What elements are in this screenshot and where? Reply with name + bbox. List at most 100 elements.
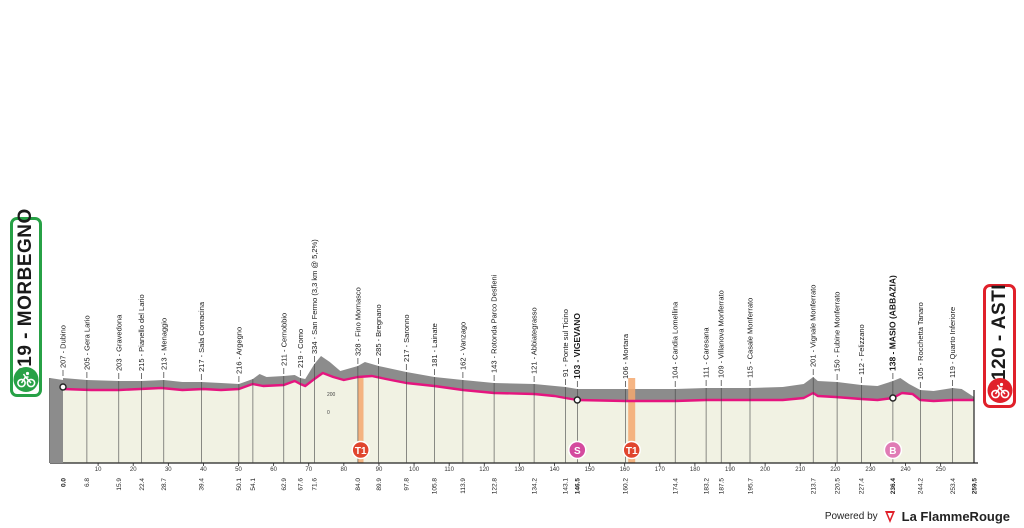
waypoint-label: 112 - Felizzano bbox=[857, 324, 866, 375]
profile-fill bbox=[63, 373, 974, 463]
waypoint-label: 115 - Casale Monferrato bbox=[746, 298, 755, 378]
x-tick-label: 40 bbox=[200, 467, 207, 473]
x-tick-label: 160 bbox=[620, 467, 631, 473]
intermediate-sprint-marker-circle bbox=[568, 440, 587, 460]
x-tick-label: 60 bbox=[270, 467, 277, 473]
waypoint-km-label: 6.8 bbox=[84, 478, 91, 487]
waypoint-km-label: 71.6 bbox=[312, 478, 319, 491]
waypoint-km-label: 220.5 bbox=[834, 478, 841, 495]
waypoint-label: 201 - Vignale Monferrato bbox=[809, 285, 818, 367]
waypoint-label: 91 - Ponte sul Ticino bbox=[561, 309, 570, 377]
sprint-zone bbox=[628, 378, 636, 463]
waypoint-km-label: 89.9 bbox=[376, 478, 383, 491]
vigevano-dot bbox=[573, 396, 581, 404]
waypoint-label: 215 - Pianello del Lario bbox=[137, 294, 146, 371]
waypoint-km-label: 143.1 bbox=[563, 478, 570, 495]
waypoint-km-label: 227.4 bbox=[859, 478, 866, 495]
x-tick-label: 210 bbox=[795, 467, 806, 473]
waypoint-km-label: 187.5 bbox=[719, 478, 726, 495]
waypoint-label: 334 - San Fermo (3,3 km @ 5,2%) bbox=[310, 239, 319, 354]
start-dot bbox=[59, 383, 67, 391]
powered-by-label: Powered by bbox=[824, 511, 878, 522]
waypoint-label: 162 - Vanzago bbox=[458, 322, 467, 370]
x-tick-label: 30 bbox=[165, 467, 172, 473]
waypoint-label: 285 - Bregnano bbox=[374, 304, 383, 356]
start-side-wall bbox=[50, 378, 63, 463]
waypoint-label: 105 - Rocchetta Tanaro bbox=[916, 302, 925, 380]
waypoint-km-label: 113.9 bbox=[460, 478, 467, 494]
waypoint-km-label: 50.1 bbox=[236, 478, 243, 491]
waypoint-km-label: 146.5 bbox=[575, 478, 582, 495]
sprint-marker-circle bbox=[622, 440, 641, 460]
waypoint-label: 138 - MASIO (ABBAZIA) bbox=[887, 275, 897, 371]
bonus-marker[interactable]: B bbox=[883, 440, 903, 460]
waypoint-label: 121 - Abbiategrasso bbox=[530, 307, 539, 374]
sprint-marker-label: T1 bbox=[626, 446, 638, 457]
waypoint-km-label: 244.2 bbox=[918, 478, 925, 495]
sprint-marker[interactable]: T1 bbox=[351, 440, 370, 460]
waypoint-km-label: 134.2 bbox=[531, 478, 538, 495]
x-tick-label: 190 bbox=[725, 467, 736, 473]
waypoint-km-label: 84.0 bbox=[355, 478, 362, 491]
x-tick-label: 50 bbox=[235, 467, 242, 473]
finish-town-label: 120 - ASTI bbox=[988, 283, 1010, 380]
sprint-marker[interactable]: T1 bbox=[622, 440, 641, 460]
waypoint-label: 119 - Quarto Inferiore bbox=[948, 307, 957, 378]
waypoint-label: 211 - Cernobbio bbox=[279, 313, 288, 366]
waypoint-km-label: 54.1 bbox=[250, 478, 257, 491]
waypoint-label: 328 - Fino Mornasco bbox=[353, 287, 362, 356]
x-tick-label: 220 bbox=[830, 467, 841, 473]
waypoint-km-label: 97.8 bbox=[404, 478, 411, 491]
x-tick-label: 250 bbox=[936, 467, 947, 473]
sprint-marker-label: T1 bbox=[355, 446, 367, 457]
waypoint-label: 106 - Mortara bbox=[621, 333, 630, 379]
waypoint-km-label: 39.4 bbox=[199, 478, 206, 491]
waypoint-km-label: 15.9 bbox=[116, 478, 123, 491]
waypoint-km-label: 122.8 bbox=[491, 478, 498, 495]
sprint-marker-circle bbox=[351, 440, 370, 460]
elevation-scale-label: 200 bbox=[327, 392, 336, 398]
x-tick-label: 150 bbox=[585, 467, 596, 473]
waypoint-label: 104 - Candia Lomellina bbox=[671, 301, 680, 379]
x-tick-label: 70 bbox=[305, 467, 312, 473]
waypoint-km-label: 62.9 bbox=[281, 478, 288, 491]
waypoint-km-label: 183.2 bbox=[703, 478, 710, 495]
waypoint-label: 219 - Como bbox=[296, 329, 305, 368]
waypoint-km-label: 259.5 bbox=[971, 478, 978, 495]
waypoint-km-label: 174.4 bbox=[673, 478, 680, 495]
x-tick-label: 240 bbox=[901, 467, 912, 473]
x-tick-label: 20 bbox=[130, 467, 137, 473]
x-tick-label: 180 bbox=[690, 467, 701, 473]
waypoint-label: 217 - Saronno bbox=[402, 314, 411, 362]
route-line bbox=[62, 371, 974, 403]
x-tick-label: 230 bbox=[865, 467, 876, 473]
waypoint-km-label: 236.4 bbox=[890, 478, 897, 495]
intermediate-sprint-marker-label: S bbox=[574, 446, 581, 457]
waypoint-label: 213 - Menaggio bbox=[159, 318, 168, 370]
start-town-label: 219 - MORBEGNO bbox=[15, 208, 36, 378]
x-tick-label: 120 bbox=[479, 467, 490, 473]
waypoint-km-label: 213.7 bbox=[811, 478, 818, 495]
finish-town-badge: 120 - ASTI bbox=[983, 284, 1016, 408]
waypoint-label: 217 - Sala Comacina bbox=[197, 301, 206, 372]
x-tick-label: 10 bbox=[95, 467, 102, 473]
brand-label[interactable]: La FlammeRouge bbox=[901, 509, 1010, 524]
bonus-marker-circle bbox=[883, 440, 903, 460]
waypoint-km-label: 22.4 bbox=[139, 478, 146, 491]
x-tick-label: 170 bbox=[655, 467, 666, 473]
waypoint-label: 109 - Villanova Monferrato bbox=[717, 290, 726, 378]
waypoint-label: 181 - Lainate bbox=[430, 323, 439, 367]
waypoint-km-label: 67.6 bbox=[298, 478, 305, 491]
x-tick-label: 100 bbox=[409, 467, 420, 473]
start-town-badge: 219 - MORBEGNO bbox=[10, 208, 42, 397]
cyclist-icon bbox=[987, 378, 1012, 403]
x-tick-label: 90 bbox=[376, 467, 383, 473]
waypoint-label: 216 - Argegno bbox=[234, 327, 243, 374]
waypoint-km-label: 195.7 bbox=[747, 478, 754, 495]
intermediate-sprint-marker[interactable]: S bbox=[568, 440, 587, 460]
x-tick-label: 130 bbox=[514, 467, 525, 473]
x-tick-label: 110 bbox=[444, 467, 454, 473]
elevation-scale-label: 0 bbox=[327, 410, 330, 416]
bonus-marker-label: B bbox=[889, 446, 896, 457]
waypoint-km-label: 253.4 bbox=[950, 478, 957, 495]
